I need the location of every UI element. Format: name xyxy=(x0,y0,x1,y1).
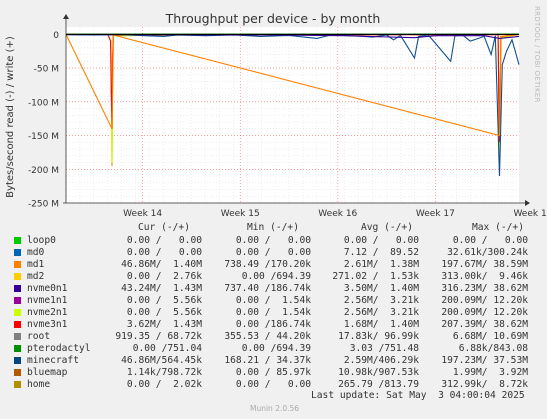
y-axis-arrow xyxy=(63,14,69,19)
grid-lines xyxy=(66,27,519,204)
plot-area xyxy=(66,27,519,203)
axes: 0 -50 M -100 M -150 M -200 M -250 M Week 14 Wee… xyxy=(28,14,547,219)
y-axis-label: Bytes/second read (-) / write (+) xyxy=(5,36,16,198)
x-tick-label: Week 18 xyxy=(513,209,547,219)
y-tick-label: 0 xyxy=(53,31,59,41)
x-tick-label: Week 16 xyxy=(318,209,357,219)
series-line-md1 xyxy=(65,33,520,137)
series-lines xyxy=(65,33,520,177)
y-tick-label: -50 M xyxy=(34,65,59,75)
x-tick-label: Week 14 xyxy=(123,209,162,219)
chart-title: Throughput per device - by month xyxy=(165,11,381,26)
y-tick-label: -250 M xyxy=(28,200,59,210)
x-tick-label: Week 15 xyxy=(221,209,260,219)
x-tick-label: Week 17 xyxy=(416,209,455,219)
series-line-minecraft xyxy=(65,34,520,177)
y-tick-label: -150 M xyxy=(28,132,59,142)
y-tick-label: -200 M xyxy=(28,166,59,176)
x-axis-arrow xyxy=(525,200,530,206)
y-tick-label: -100 M xyxy=(28,98,59,108)
